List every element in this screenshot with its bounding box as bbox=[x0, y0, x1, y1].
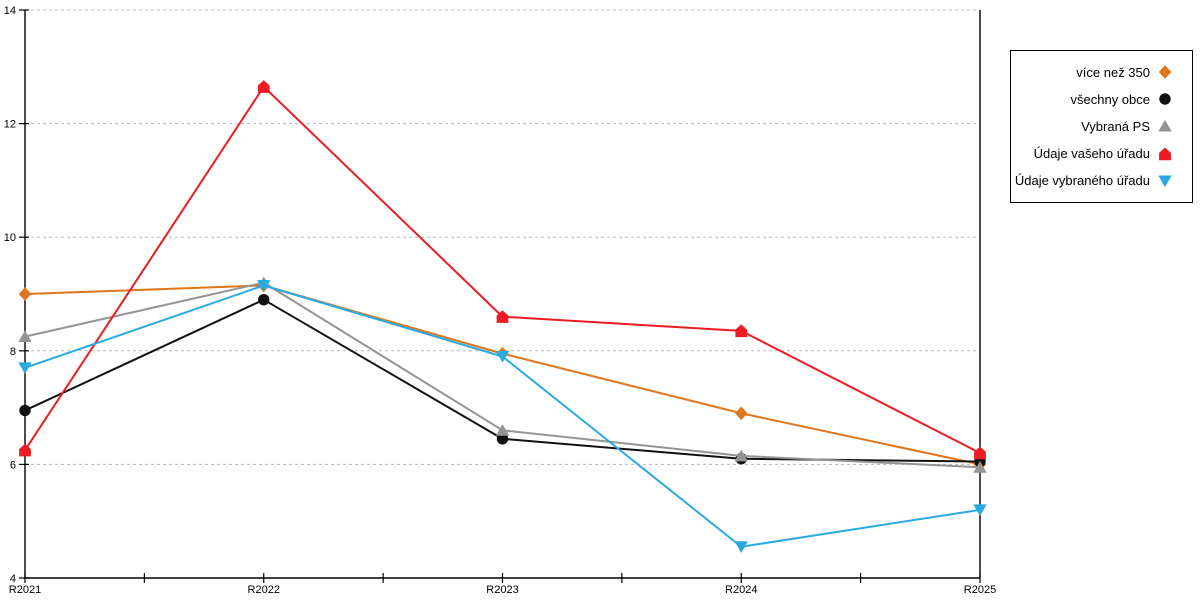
pentagon-icon bbox=[1159, 147, 1171, 160]
triangle-down-marker-icon bbox=[257, 280, 271, 292]
triangle-up-icon bbox=[1158, 120, 1172, 132]
triangle-down-icon-shape bbox=[1158, 175, 1172, 188]
pentagon-marker-icon bbox=[496, 310, 509, 323]
circle-icon bbox=[1159, 93, 1171, 106]
triangle-down-icon bbox=[1158, 175, 1172, 188]
pentagon-marker-icon bbox=[257, 80, 270, 93]
x-tick-label: R2021 bbox=[9, 584, 41, 596]
y-tick-label: 4 bbox=[10, 573, 16, 585]
pentagon-marker-icon bbox=[735, 324, 748, 338]
diamond-marker-icon bbox=[18, 287, 32, 301]
circle-icon-shape bbox=[1159, 93, 1171, 106]
triangle-up-marker-icon bbox=[734, 449, 748, 462]
legend-item: všechny obce bbox=[1017, 91, 1173, 107]
legend-item: Údaje vašeho úřadu bbox=[1017, 146, 1173, 162]
series-triangle-down bbox=[18, 280, 987, 553]
x-tick-label: R2022 bbox=[248, 584, 280, 596]
triangle-down-marker-icon bbox=[973, 504, 987, 517]
legend-item: Vybraná PS bbox=[1017, 118, 1173, 134]
legend-item: Údaje vybraného úřadu bbox=[1014, 173, 1173, 189]
triangle-down-marker-icon bbox=[734, 541, 748, 553]
diamond-marker-icon bbox=[735, 406, 748, 421]
triangle-up-icon-shape bbox=[1158, 120, 1172, 132]
y-tick-label: 6 bbox=[10, 459, 16, 471]
circle-marker-icon bbox=[258, 293, 270, 306]
diamond-icon-shape bbox=[1158, 65, 1172, 80]
triangle-up-marker-icon bbox=[495, 424, 510, 436]
legend-label: všechny obce bbox=[1070, 91, 1151, 107]
series-pentagon bbox=[19, 80, 986, 460]
legend-label: Údaje vašeho úřadu bbox=[1033, 146, 1150, 162]
pentagon-marker-icon bbox=[19, 443, 31, 457]
x-tick-label: R2024 bbox=[725, 584, 757, 596]
y-tick-label: 8 bbox=[10, 346, 16, 358]
triangle-down-marker-icon bbox=[18, 362, 32, 375]
y-tick-label: 14 bbox=[4, 5, 16, 17]
legend-label: Údaje vybraného úřadu bbox=[1014, 173, 1150, 189]
legend-item: více než 350 bbox=[1017, 64, 1173, 80]
x-tick-label: R2025 bbox=[964, 584, 996, 596]
legend-label: Vybraná PS bbox=[1081, 118, 1150, 134]
triangle-down-marker-icon bbox=[495, 351, 510, 363]
y-tick-label: 12 bbox=[4, 119, 16, 131]
y-tick-label: 10 bbox=[4, 232, 16, 244]
legend: více než 350 všechny obce Vybraná PS Údaje … bbox=[1010, 50, 1193, 203]
circle-marker-icon bbox=[19, 404, 31, 417]
triangle-up-marker-icon bbox=[18, 330, 32, 343]
circle-marker-icon bbox=[496, 433, 509, 445]
triangle-up-marker-icon bbox=[973, 461, 987, 473]
pentagon-marker-icon bbox=[974, 446, 986, 460]
diamond-icon bbox=[1158, 65, 1172, 80]
legend-label: více než 350 bbox=[1076, 64, 1150, 80]
x-tick-label: R2023 bbox=[486, 584, 518, 596]
pentagon-icon-shape bbox=[1159, 147, 1171, 160]
